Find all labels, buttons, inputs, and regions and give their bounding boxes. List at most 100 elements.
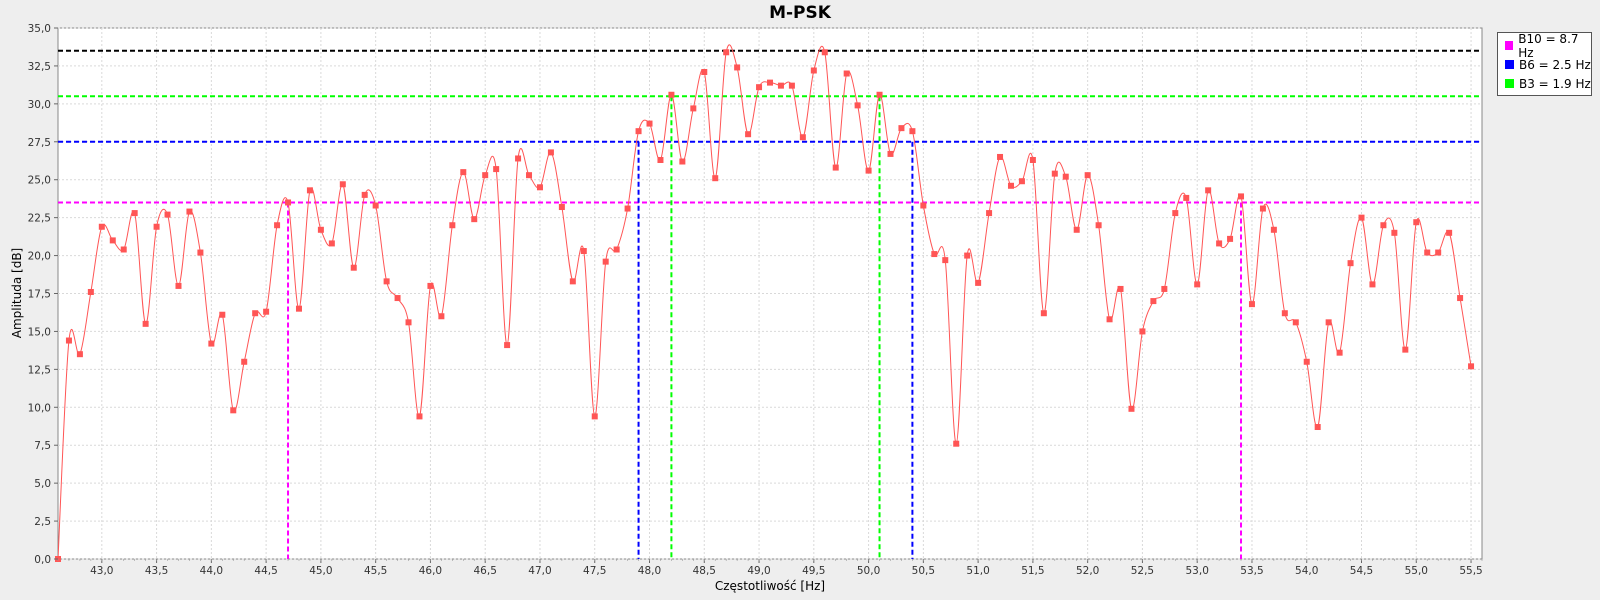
- x-tick-label: 51,5: [1021, 565, 1044, 577]
- y-tick-label: 20,0: [28, 251, 51, 263]
- legend-item-b10: B10 = 8.7 Hz: [1505, 32, 1591, 60]
- x-tick-label: 43,0: [90, 565, 113, 577]
- chart-title: M-PSK: [769, 3, 831, 23]
- data-point: [777, 82, 784, 89]
- y-tick-label: 7,5: [34, 440, 51, 452]
- data-point: [690, 105, 697, 112]
- data-point: [1457, 295, 1464, 302]
- data-point: [263, 308, 270, 315]
- data-point: [306, 187, 313, 194]
- x-tick-label: 52,5: [1131, 565, 1154, 577]
- data-point: [1227, 235, 1234, 242]
- data-point: [131, 210, 138, 217]
- x-tick-label: 51,0: [966, 565, 989, 577]
- data-point: [285, 199, 292, 206]
- data-point: [1216, 240, 1223, 247]
- data-point: [558, 204, 565, 211]
- threshold-layer: [58, 49, 1482, 204]
- data-point: [1128, 405, 1135, 412]
- data-point: [1205, 187, 1212, 194]
- data-point: [547, 149, 554, 156]
- data-point: [109, 237, 116, 244]
- y-tick-label: 0,0: [34, 554, 51, 566]
- data-point: [810, 67, 817, 74]
- data-point: [339, 181, 346, 188]
- y-tick-label: 27,5: [28, 137, 51, 149]
- data-point: [756, 84, 763, 91]
- data-point: [920, 202, 927, 209]
- data-point: [1468, 363, 1475, 370]
- x-tick-label: 46,5: [474, 565, 497, 577]
- x-tick-label: 55,5: [1459, 565, 1482, 577]
- data-point: [1369, 281, 1376, 288]
- x-tick-label: 54,0: [1295, 565, 1318, 577]
- data-point: [876, 91, 883, 98]
- x-tick-label: 55,0: [1405, 565, 1428, 577]
- data-point: [1106, 316, 1113, 323]
- data-point: [482, 172, 489, 179]
- x-tick-label: 45,5: [364, 565, 387, 577]
- data-point: [1347, 260, 1354, 267]
- data-point: [1150, 298, 1157, 305]
- data-point: [1325, 319, 1332, 326]
- data-point: [153, 223, 160, 230]
- data-point: [1336, 349, 1343, 356]
- data-point: [65, 337, 72, 344]
- data-point: [493, 166, 500, 173]
- data-point: [1062, 173, 1069, 180]
- data-point: [1238, 193, 1245, 200]
- x-tick-label: 49,0: [747, 565, 770, 577]
- y-tick-label: 12,5: [28, 364, 51, 376]
- y-axis-ticks: 0,0 2,5 5,0 7,5 10,0 12,5 15,0 17,5 20,0 22,5 25,0…: [28, 23, 58, 566]
- data-point: [219, 311, 226, 318]
- x-tick-label: 54,5: [1350, 565, 1373, 577]
- x-tick-label: 49,5: [802, 565, 825, 577]
- data-point: [602, 258, 609, 265]
- data-point: [701, 68, 708, 75]
- legend-item-b3: B3 = 1.9 Hz: [1505, 74, 1591, 93]
- data-point: [1161, 285, 1168, 292]
- data-point: [745, 131, 752, 138]
- data-point: [975, 279, 982, 286]
- marker-layer: [287, 96, 1243, 559]
- y-tick-label: 30,0: [28, 99, 51, 111]
- x-tick-label: 44,5: [254, 565, 277, 577]
- data-point: [887, 150, 894, 157]
- data-point: [1084, 172, 1091, 179]
- x-tick-label: 52,0: [1076, 565, 1099, 577]
- data-point: [1194, 281, 1201, 288]
- data-point: [799, 134, 806, 141]
- data-point: [1380, 222, 1387, 229]
- data-point: [865, 167, 872, 174]
- y-tick-label: 15,0: [28, 326, 51, 338]
- data-point: [295, 305, 302, 312]
- data-point: [931, 251, 938, 258]
- data-point: [1281, 310, 1288, 317]
- data-point: [1183, 194, 1190, 201]
- data-point: [1358, 214, 1365, 221]
- data-point: [328, 240, 335, 247]
- data-point: [186, 208, 193, 215]
- data-point: [1051, 170, 1058, 177]
- data-point: [1435, 249, 1442, 256]
- data-point: [1292, 319, 1299, 326]
- data-point: [241, 358, 248, 365]
- x-tick-label: 50,0: [857, 565, 880, 577]
- data-point: [460, 169, 467, 176]
- x-tick-label: 48,5: [693, 565, 716, 577]
- legend-swatch-b3: [1505, 79, 1514, 88]
- data-point: [1303, 358, 1310, 365]
- data-point: [416, 413, 423, 420]
- data-point: [536, 184, 543, 191]
- data-point: [657, 156, 664, 163]
- x-tick-label: 48,0: [638, 565, 661, 577]
- data-point: [1139, 328, 1146, 335]
- x-tick-label: 47,5: [583, 565, 606, 577]
- legend-label-b3: B3 = 1.9 Hz: [1519, 76, 1591, 91]
- data-point: [668, 91, 675, 98]
- y-tick-label: 17,5: [28, 289, 51, 301]
- data-point: [1402, 346, 1409, 353]
- data-point: [1007, 182, 1014, 189]
- data-point: [997, 153, 1004, 160]
